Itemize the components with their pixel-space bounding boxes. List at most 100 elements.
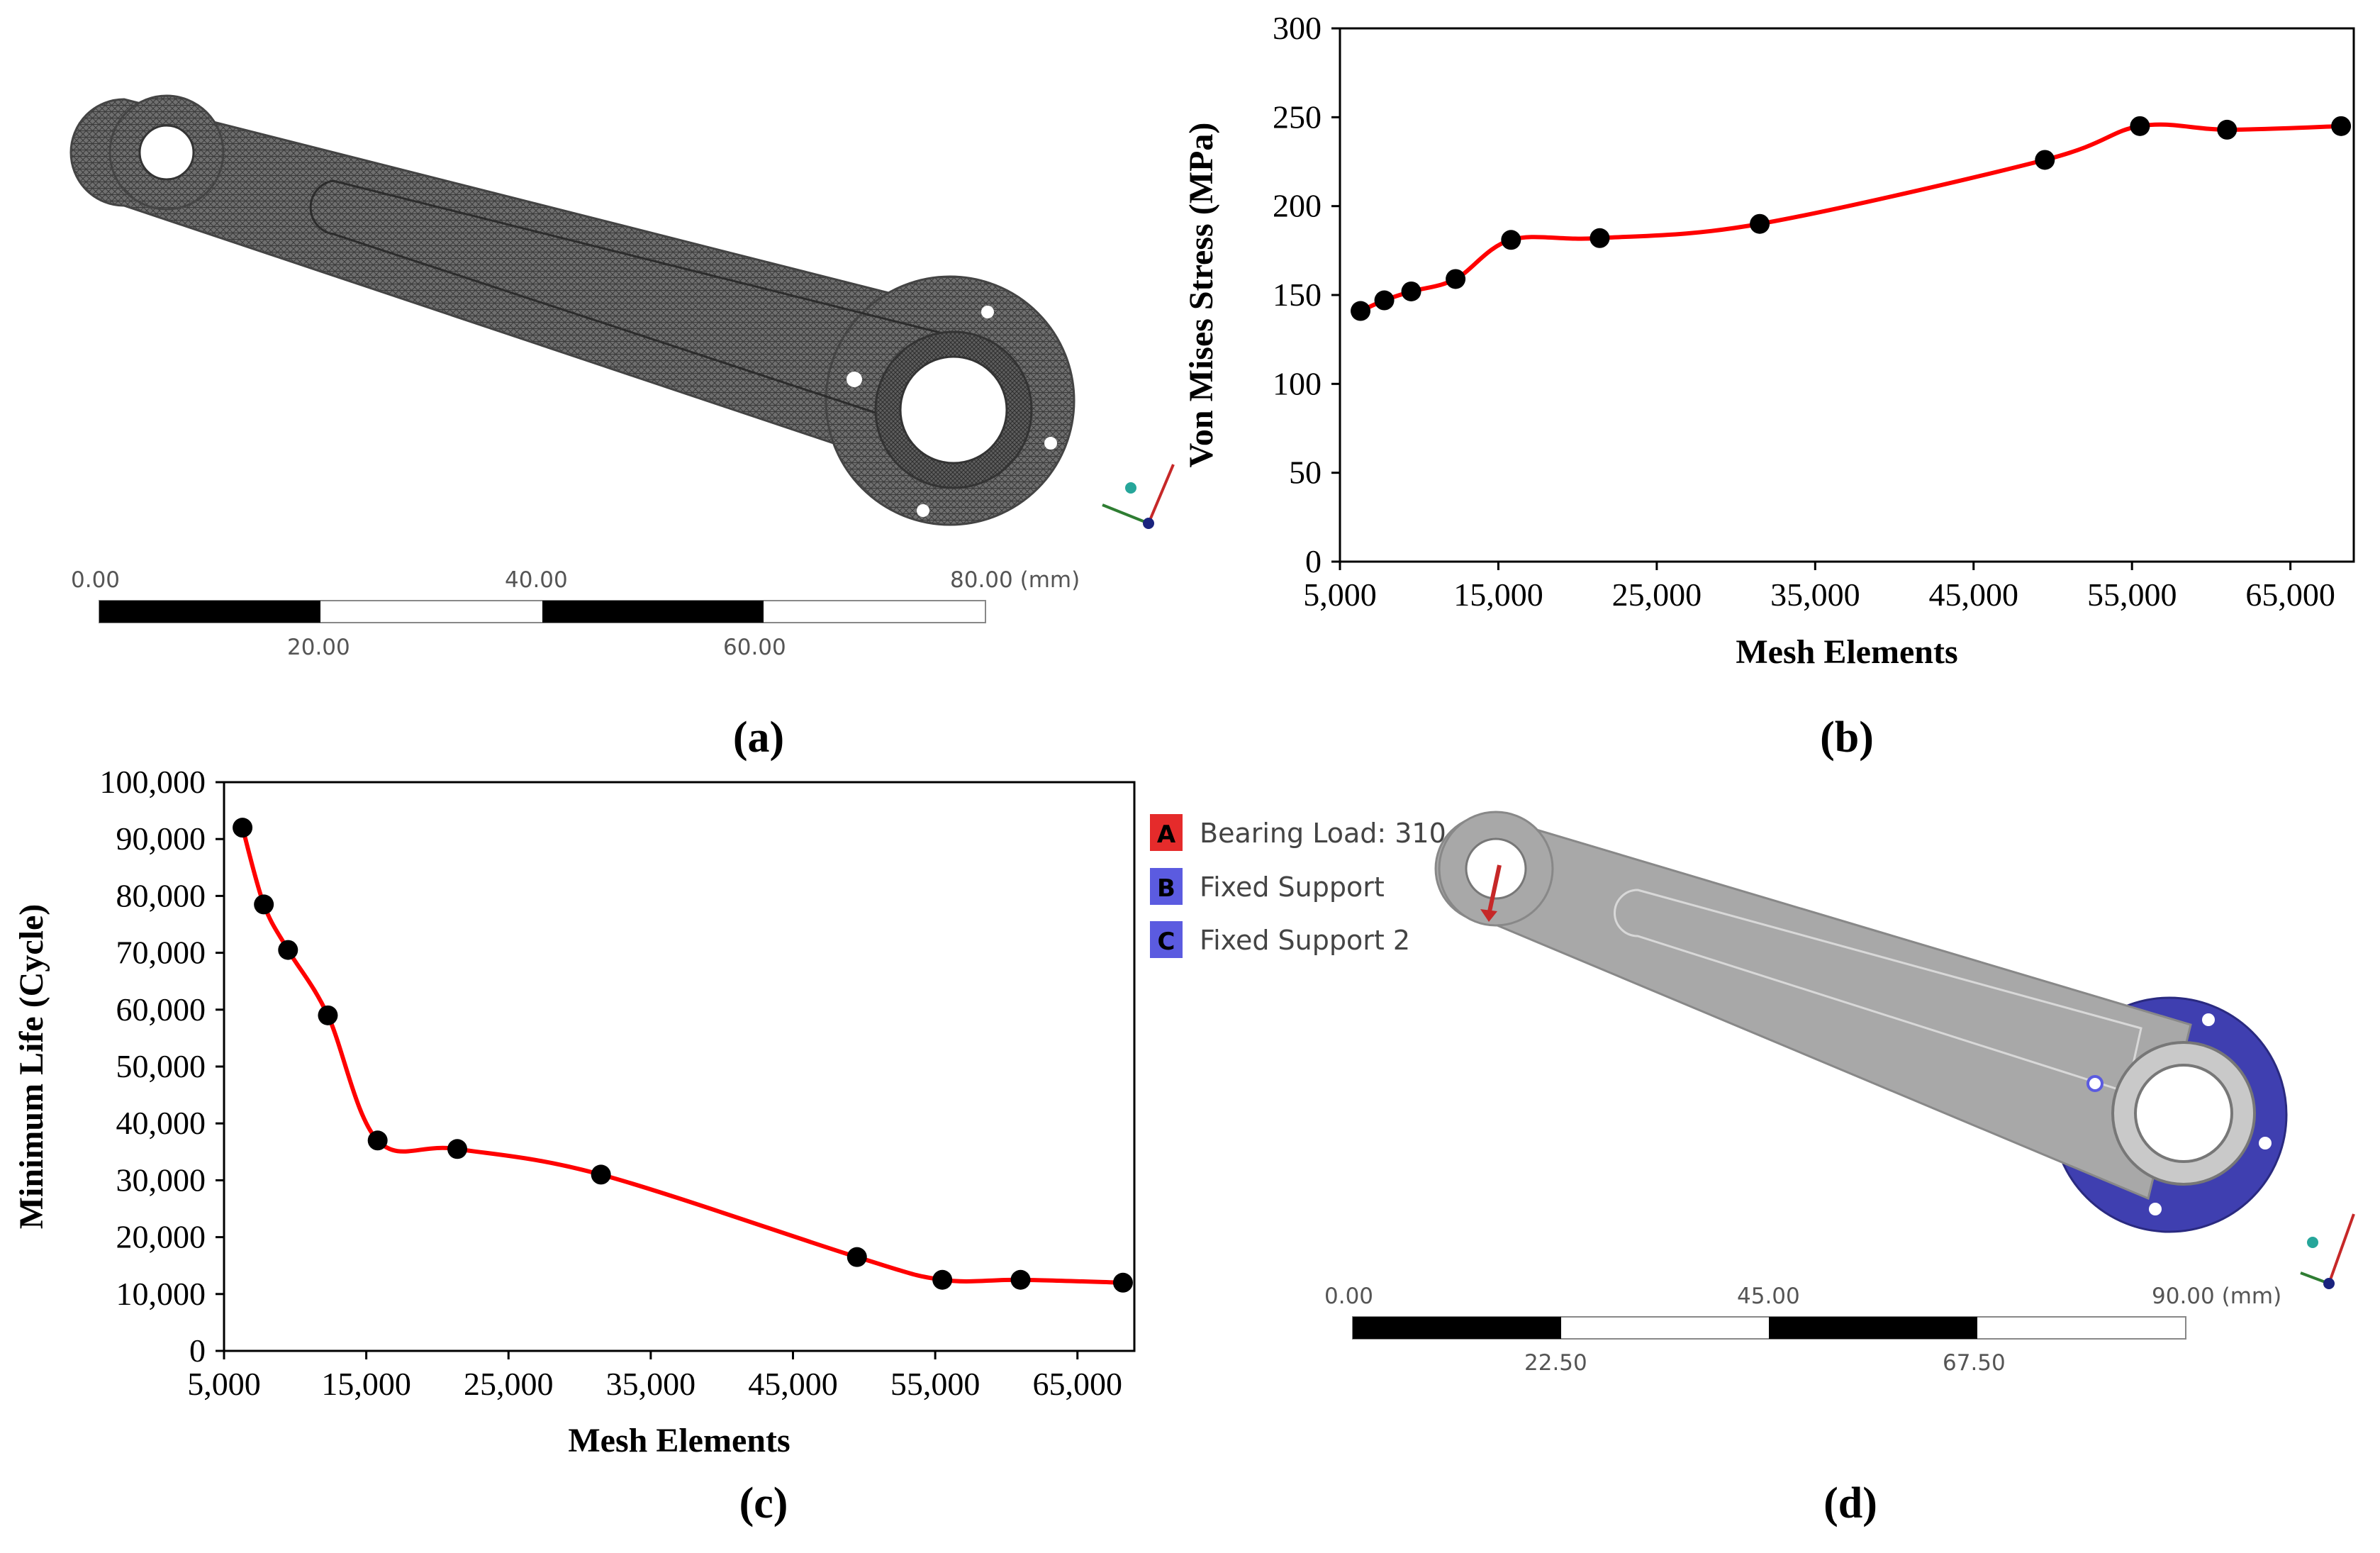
scale-d-label-top-2: 90.00 (mm) [2152,1284,2281,1309]
x-axis-title: Mesh Elements [1736,633,1957,671]
x-tick-label: 55,000 [890,1366,981,1402]
y-tick-label: 0 [1305,543,1322,579]
data-point [233,818,253,838]
legend-badge-c [1150,921,1183,958]
y-tick-label: 50,000 [116,1048,206,1084]
data-point [278,940,298,960]
data-point [847,1247,867,1267]
y-tick-label: 30,000 [116,1162,206,1198]
panel-c: 5,000 15,000 25,000 35,000 45,000 55,000 65,00… [13,764,1136,1527]
data-point [367,1130,388,1151]
scale-a-label-bottom-0: 20.00 [287,635,350,660]
crank-arm-model [1434,811,2288,1233]
panel-label-b: (b) [1820,713,1874,762]
y-tick-label: 40,000 [116,1105,206,1141]
y-tick-label: 20,000 [116,1219,206,1255]
data-point [1401,281,1421,301]
data-point [1501,230,1521,250]
legend-badge-b-letter: B [1157,874,1175,903]
data-point [1374,290,1395,311]
coordinate-triad-icon-d [2300,1213,2355,1289]
y-axis-title: Minimum Life (Cycle) [13,904,50,1230]
x-tick-label: 15,000 [321,1366,411,1402]
legend-badge-a-letter: A [1157,820,1176,849]
x-axis-title: Mesh Elements [568,1422,790,1459]
data-point [1010,1269,1031,1290]
data-point [1446,269,1466,289]
scale-d-label-bottom-1: 67.50 [1943,1350,2006,1376]
y-tick-label: 200 [1273,188,1322,224]
x-tick-label: 25,000 [1612,577,1702,613]
y-tick-label: 80,000 [116,877,206,913]
panel-label-c: (c) [739,1479,788,1527]
y-tick-label: 250 [1273,99,1322,135]
data-point [447,1139,468,1159]
y-tick-label: 300 [1273,10,1322,46]
y-tick-label: 10,000 [116,1276,206,1312]
y-tick-label: 60,000 [116,991,206,1028]
y-tick-label: 70,000 [116,935,206,971]
legend-text-b: Fixed Support [1200,872,1385,903]
data-point [1112,1272,1133,1293]
coordinate-triad-icon [1102,464,1175,529]
data-point [1590,228,1610,248]
fixed-support-2-hole [2086,1075,2104,1092]
panel-b: 5,000 15,000 25,000 35,000 45,000 55,000 65,00… [1183,10,2355,762]
panel-label-a: (a) [733,713,784,762]
x-tick-label: 45,000 [1929,577,2019,613]
y-tick-label: 50 [1289,455,1322,491]
chart-von-mises: 5,000 15,000 25,000 35,000 45,000 55,000 65,00… [1183,10,2355,671]
data-point [2130,116,2150,136]
scale-d-label-bottom-0: 22.50 [1524,1350,1587,1376]
data-point [2217,119,2237,140]
panel-a: 0.00 40.00 80.00 (mm) 20.00 60.00 (a) [69,94,1175,762]
x-tick-label: 45,000 [748,1366,838,1402]
y-tick-label: 0 [189,1332,206,1369]
scale-d-label-top-0: 0.00 [1324,1284,1373,1309]
chart-minimum-life: 5,000 15,000 25,000 35,000 45,000 55,000 65,00… [13,764,1136,1459]
y-axis-title: Von Mises Stress (MPa) [1183,123,1220,468]
y-tick-label: 100 [1273,365,1322,401]
scale-a-label-bottom-1: 60.00 [723,635,786,660]
y-tick-label: 100,000 [100,764,206,800]
x-tick-label: 65,000 [1033,1366,1123,1402]
data-point [932,1269,953,1290]
scale-bar-d: 0.00 45.00 90.00 (mm) 22.50 67.50 [1324,1284,2281,1376]
y-tick-label: 150 [1273,277,1322,313]
x-tick-label: 25,000 [464,1366,554,1402]
legend-boundary-conditions: A Bearing Load: 310. N B Fixed Support C… [1150,814,1483,958]
data-point [2035,150,2055,170]
plot-frame [1339,27,2355,563]
x-tick-label: 55,000 [2087,577,2177,613]
meshed-crank-arm [69,94,1076,526]
legend-badge-a [1150,814,1183,851]
x-tick-label: 5,000 [187,1366,261,1402]
scale-a-label-top-0: 0.00 [71,567,120,593]
data-point [1351,301,1371,321]
x-tick-label: 5,000 [1303,577,1377,613]
x-tick-label: 15,000 [1453,577,1543,613]
legend-badge-b [1150,868,1183,905]
scale-d-label-top-1: 45.00 [1737,1284,1800,1309]
data-point [2331,116,2352,136]
scale-a-label-top-2: 80.00 (mm) [950,567,1080,593]
scale-bar-a: 0.00 40.00 80.00 (mm) 20.00 60.00 [71,567,1080,660]
data-point [254,894,274,915]
x-tick-label: 35,000 [1770,577,1860,613]
data-point [1750,213,1770,234]
series-line [240,827,1124,1285]
legend-text-a: Bearing Load: 310. N [1200,818,1483,849]
data-point [591,1164,611,1185]
legend-text-c: Fixed Support 2 [1200,925,1410,956]
x-tick-label: 65,000 [2245,577,2335,613]
bearing-load-arrow [1487,864,1502,915]
data-point [318,1005,338,1025]
series-line [1359,122,2342,313]
scale-a-label-top-1: 40.00 [505,567,568,593]
panel-d: A Bearing Load: 310. N B Fixed Support C… [1150,811,2355,1527]
panel-label-d: (d) [1823,1479,1877,1527]
x-tick-label: 35,000 [606,1366,696,1402]
legend-badge-c-letter: C [1158,928,1175,956]
y-tick-label: 90,000 [116,820,206,857]
